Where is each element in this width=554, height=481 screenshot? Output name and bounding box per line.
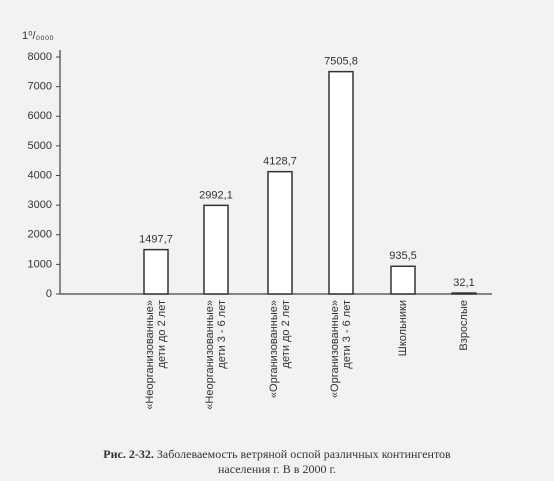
bar bbox=[267, 170, 293, 295]
x-tick-label: «Неорганизованные» bbox=[204, 300, 216, 410]
x-tick-label: «Неорганизованные» bbox=[144, 300, 156, 410]
x-tick-label: Школьники bbox=[397, 300, 409, 356]
value-label: 2992,1 bbox=[199, 189, 233, 201]
y-tick-label: 8000 bbox=[28, 51, 52, 63]
bar bbox=[390, 265, 416, 295]
value-label: 1497,7 bbox=[139, 234, 173, 246]
bar bbox=[328, 70, 354, 295]
x-tick-label: «Организованные» bbox=[268, 300, 280, 398]
x-tick-label: дети 3 - 6 лет bbox=[216, 300, 228, 369]
bar bbox=[143, 248, 169, 295]
caption-line: Заболеваемость ветряной оспой различных … bbox=[157, 447, 451, 461]
x-tick-label: дети до 2 лет bbox=[280, 300, 292, 368]
value-label: 4128,7 bbox=[263, 156, 297, 168]
value-label: 935,5 bbox=[389, 250, 417, 262]
caption-line: населения г. В в 2000 г. bbox=[218, 462, 336, 476]
x-tick-label: дети 3 - 6 лет bbox=[341, 300, 353, 369]
y-tick-label: 2000 bbox=[28, 229, 52, 241]
y-tick-label: 4000 bbox=[28, 169, 52, 181]
value-label: 7505,8 bbox=[324, 56, 358, 68]
x-tick-label: дети до 2 лет bbox=[156, 300, 168, 368]
y-axis-label: 1⁰/₀₀₀₀ bbox=[22, 30, 54, 42]
bar bbox=[451, 292, 477, 295]
x-tick-label: Взрослые bbox=[458, 300, 470, 351]
x-tick-label: «Организованные» bbox=[329, 300, 341, 398]
y-tick-label: 7000 bbox=[28, 81, 52, 93]
caption: Рис. 2-32. Заболеваемость ветряной оспой… bbox=[103, 447, 451, 461]
value-label: 32,1 bbox=[453, 277, 474, 289]
y-tick-label: 5000 bbox=[28, 140, 52, 152]
y-tick-label: 0 bbox=[46, 288, 52, 300]
y-tick-label: 1000 bbox=[28, 258, 52, 270]
caption-label: Рис. 2-32. bbox=[103, 447, 154, 461]
bar bbox=[203, 204, 229, 295]
y-tick-label: 3000 bbox=[28, 199, 52, 211]
y-tick-label: 6000 bbox=[28, 110, 52, 122]
